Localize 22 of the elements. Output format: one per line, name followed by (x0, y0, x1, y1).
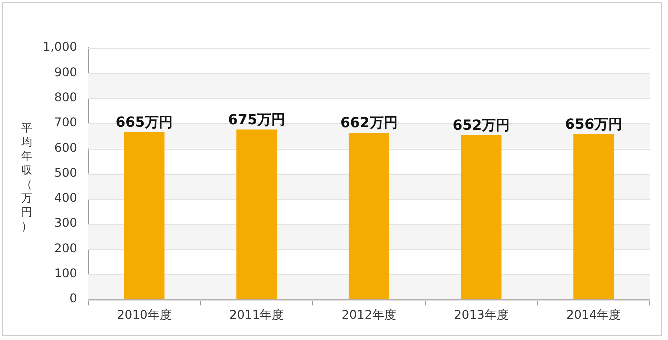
y-tick-label: 1,000 (42, 40, 78, 54)
x-tick-label: 2010年度 (117, 308, 172, 322)
data-label: 675万円 (228, 112, 286, 128)
y-tick-label: 300 (54, 216, 78, 230)
y-tick-label: 400 (54, 191, 78, 206)
y-tick-label: 100 (54, 266, 78, 281)
y-tick-label: 200 (54, 241, 78, 256)
data-label: 662万円 (340, 116, 398, 132)
y-tick-label: 700 (54, 116, 78, 130)
y-axis-title: 平均年収（万円） (20, 122, 34, 234)
y-tick-label: 500 (54, 166, 78, 180)
x-tick-label: 2011年度 (230, 308, 284, 322)
data-label: 652万円 (452, 118, 510, 134)
y-tick-label: 600 (54, 140, 78, 155)
y-tick-label: 900 (54, 65, 78, 80)
x-tick-label: 2013年度 (454, 308, 509, 322)
x-tick-label: 2012年度 (342, 308, 396, 322)
data-label: 665万円 (116, 114, 174, 131)
data-label: 656万円 (565, 117, 622, 134)
y-tick-label: 0 (70, 292, 78, 306)
y-tick-label: 800 (54, 90, 78, 104)
x-tick-label: 2014年度 (566, 308, 622, 322)
